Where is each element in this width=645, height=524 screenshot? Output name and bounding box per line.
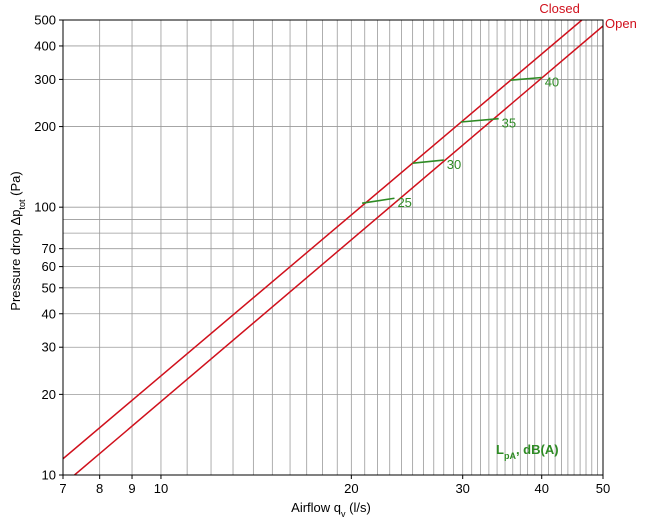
y-tick-label: 30 <box>42 340 56 355</box>
sound-legend-sub: pA <box>504 451 516 461</box>
x-axis-label: Airflow qv (l/s) <box>291 500 371 519</box>
sound-label-30: 30 <box>447 157 461 172</box>
sound-legend-unit: , dB(A) <box>516 442 559 457</box>
x-axis-label-main: Airflow q <box>291 500 341 515</box>
sound-label-25: 25 <box>397 195 411 210</box>
y-tick-label: 10 <box>42 468 56 483</box>
y-tick-label: 70 <box>42 241 56 256</box>
x-tick-label: 40 <box>534 481 548 496</box>
x-tick-label: 7 <box>59 481 66 496</box>
sound-legend-main: L <box>496 442 504 457</box>
sound-line-40 <box>510 76 542 81</box>
y-tick-label: 50 <box>42 280 56 295</box>
x-tick-label: 9 <box>128 481 135 496</box>
x-tick-label: 10 <box>154 481 168 496</box>
tick-labels: 7 8 9 10 20 30 40 50 10 20 30 40 50 60 70 100 200 300 400 5… <box>34 13 610 497</box>
y-tick-label: 60 <box>42 259 56 274</box>
series-line-closed <box>63 20 583 460</box>
sound-level-legend: LpA, dB(A) <box>496 442 559 461</box>
y-axis-label-main: Pressure drop Δp <box>8 210 23 311</box>
y-tick-label: 500 <box>34 13 56 28</box>
plot-frame <box>62 19 604 476</box>
y-axis-label: Pressure drop Δptot (Pa) <box>8 171 27 310</box>
sound-line-30 <box>412 159 444 164</box>
series-line-open <box>74 25 603 475</box>
sound-level-lines: 25 30 35 40 <box>361 74 559 210</box>
y-tick-label: 400 <box>34 38 56 53</box>
x-axis-label-unit: (l/s) <box>346 500 371 515</box>
y-tick-label: 100 <box>34 200 56 215</box>
y-tick-label: 40 <box>42 306 56 321</box>
series-lines: Closed Open <box>63 1 637 475</box>
x-tick-label: 20 <box>344 481 358 496</box>
x-tick-label: 8 <box>96 481 103 496</box>
sound-line-35 <box>460 117 499 123</box>
x-axis-label-sub: v <box>341 509 346 519</box>
grid <box>62 19 604 476</box>
y-tick-label: 20 <box>42 387 56 402</box>
y-axis-label-sub: tot <box>17 199 27 210</box>
y-tick-label: 200 <box>34 119 56 134</box>
y-tick-label: 300 <box>34 72 56 87</box>
sound-label-35: 35 <box>502 116 516 131</box>
series-label-open: Open <box>605 16 637 31</box>
sound-label-40: 40 <box>545 74 559 89</box>
y-axis-label-unit: (Pa) <box>8 171 23 199</box>
series-label-closed: Closed <box>539 1 579 16</box>
sound-line-25 <box>361 197 395 204</box>
x-tick-label: 30 <box>455 481 469 496</box>
x-tick-label: 50 <box>596 481 610 496</box>
